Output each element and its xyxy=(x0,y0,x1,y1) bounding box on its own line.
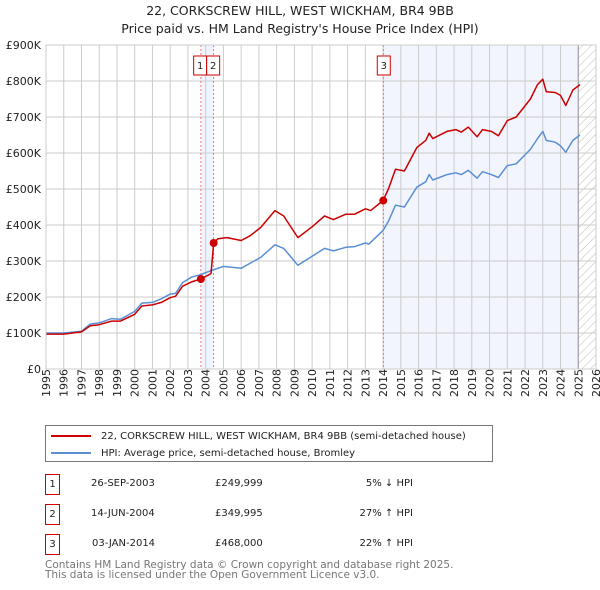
x-tick-label: 2016 xyxy=(413,369,426,397)
x-tick-label: 2018 xyxy=(448,369,461,397)
price: £349,995 xyxy=(215,508,263,519)
x-tick-label: 2015 xyxy=(395,369,408,397)
marker-badge: 3 xyxy=(45,534,60,555)
sale-badge xyxy=(206,55,221,76)
x-tick-label: 2007 xyxy=(253,369,266,397)
x-tick-label: 2019 xyxy=(466,369,479,397)
y-tick-label: £300K xyxy=(6,255,42,268)
footer-licence: This data is licensed under the Open Gov… xyxy=(45,569,380,581)
price: £249,999 xyxy=(215,478,263,489)
legend-label: HPI: Average price, semi-detached house,… xyxy=(101,447,356,459)
x-tick-label: 2003 xyxy=(182,369,195,397)
x-tick-label: 2004 xyxy=(200,369,213,397)
forecast-hatch xyxy=(578,45,596,369)
x-tick-label: 2008 xyxy=(271,369,284,397)
transaction-row: 1 26-SEP-2003 £249,999 5% ↓ HPI xyxy=(45,474,495,496)
hpi-diff: 27% ↑ HPI xyxy=(359,508,413,519)
x-tick-label: 2012 xyxy=(342,369,355,397)
x-tick-label: 1996 xyxy=(58,369,71,397)
x-tick-label: 2020 xyxy=(484,369,497,397)
x-tick-label: 2022 xyxy=(519,369,532,397)
ownership-shade xyxy=(200,45,214,369)
x-tick-label: 2006 xyxy=(235,369,248,397)
y-tick-label: £200K xyxy=(6,291,42,304)
x-tick-label: 2001 xyxy=(146,369,159,397)
transaction-row: 3 03-JAN-2014 £468,000 22% ↑ HPI xyxy=(45,534,495,556)
legend-item-hpi: HPI: Average price, semi-detached house,… xyxy=(46,445,355,461)
x-tick-label: 1995 xyxy=(40,369,53,397)
sale-point xyxy=(209,239,218,248)
legend-label: 22, CORKSCREW HILL, WEST WICKHAM, BR4 9B… xyxy=(101,430,466,442)
sale-badge-label: 1 xyxy=(197,61,203,72)
legend: 22, CORKSCREW HILL, WEST WICKHAM, BR4 9B… xyxy=(45,425,493,462)
x-tick-label: 2023 xyxy=(537,369,550,397)
x-tick-label: 2014 xyxy=(377,369,390,397)
hpi-diff: 5% ↓ HPI xyxy=(365,478,413,489)
date: 03-JAN-2014 xyxy=(92,538,156,549)
sale-point xyxy=(196,275,205,284)
chart-subtitle: Price paid vs. HM Land Registry's House … xyxy=(121,21,479,36)
marker-badge: 1 xyxy=(45,474,60,495)
chart-title: 22, CORKSCREW HILL, WEST WICKHAM, BR4 9B… xyxy=(146,3,454,18)
sale-badge-label: 3 xyxy=(381,61,387,72)
x-tick-label: 1999 xyxy=(111,369,124,397)
ownership-shade xyxy=(383,45,579,369)
legend-line-blue xyxy=(51,452,91,454)
footer: Contains HM Land Registry data © Crown c… xyxy=(45,559,454,581)
x-tick-label: 2017 xyxy=(430,369,443,397)
x-tick-label: 2013 xyxy=(359,369,372,397)
x-tick-label: 2010 xyxy=(306,369,319,397)
sale-badge-label: 2 xyxy=(210,61,216,72)
x-tick-label: 2025 xyxy=(572,369,585,397)
x-tick-label: 2026 xyxy=(590,369,600,397)
x-tick-label: 2002 xyxy=(164,369,177,397)
transaction-row: 2 14-JUN-2004 £349,995 27% ↑ HPI xyxy=(45,504,495,526)
price: £468,000 xyxy=(215,538,263,549)
y-tick-label: £0 xyxy=(27,363,41,376)
footer-copyright: Contains HM Land Registry data © Crown c… xyxy=(45,559,454,571)
legend-item-property: 22, CORKSCREW HILL, WEST WICKHAM, BR4 9B… xyxy=(46,428,466,444)
y-tick-label: £400K xyxy=(6,219,42,232)
y-tick-label: £700K xyxy=(6,111,42,124)
marker-badge: 2 xyxy=(45,504,60,525)
hpi-diff: 22% ↑ HPI xyxy=(359,538,413,549)
y-tick-label: £800K xyxy=(6,75,42,88)
x-tick-label: 1998 xyxy=(93,369,106,397)
property-price-line xyxy=(46,78,581,335)
x-tick-label: 1997 xyxy=(75,369,88,397)
y-tick-label: £500K xyxy=(6,183,42,196)
y-tick-label: £900K xyxy=(6,39,42,52)
legend-line-red xyxy=(51,435,91,437)
plot-frame xyxy=(45,44,597,370)
x-tick-label: 2005 xyxy=(217,369,230,397)
hpi-line xyxy=(46,130,581,334)
price-chart: 1995 1996 1997 1998 1999 2000 2001 2002 2003 2004… xyxy=(6,39,600,397)
y-tick-label: £600K xyxy=(6,147,42,160)
date: 26-SEP-2003 xyxy=(91,478,155,489)
x-tick-label: 2011 xyxy=(324,369,337,397)
y-tick-label: £100K xyxy=(6,327,42,340)
sale-point xyxy=(379,196,388,205)
x-tick-label: 2024 xyxy=(555,369,568,397)
sale-badge xyxy=(376,55,391,76)
date: 14-JUN-2004 xyxy=(91,508,155,519)
x-tick-label: 2000 xyxy=(129,369,142,397)
x-tick-label: 2009 xyxy=(288,369,301,397)
x-tick-label: 2021 xyxy=(501,369,514,397)
